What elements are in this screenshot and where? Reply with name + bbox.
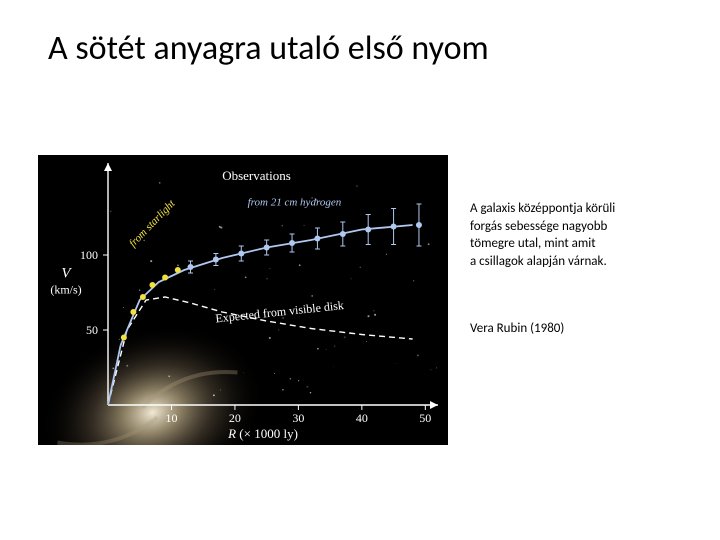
p1-line3: tömegre utal, mint amit — [470, 236, 596, 251]
svg-text:10: 10 — [165, 411, 177, 425]
p1-line1: A galaxis középpontja körüli — [470, 201, 615, 216]
svg-text:50: 50 — [86, 323, 98, 337]
rotation-curve-chart: 10 20 30 40 50 50 100 V(km/s) R (× 1000 ly) Obser… — [38, 155, 448, 445]
svg-text:(km/s): (km/s) — [50, 283, 81, 297]
svg-text:20: 20 — [229, 411, 241, 425]
side-paragraph-2: Vera Rubin (1980) — [470, 320, 710, 338]
svg-text:50: 50 — [419, 411, 431, 425]
slide-title: A sötét anyagra utaló első nyom — [48, 28, 489, 69]
svg-text:from starlight: from starlight — [127, 197, 178, 249]
svg-text:100: 100 — [80, 248, 98, 262]
svg-text:30: 30 — [292, 411, 304, 425]
svg-text:Observations: Observations — [222, 168, 291, 183]
svg-text:40: 40 — [356, 411, 368, 425]
p1-line2: forgás sebessége nagyobb — [470, 219, 607, 234]
svg-text:from 21 cm hydrogen: from 21 cm hydrogen — [248, 197, 342, 209]
chart-svg: 10 20 30 40 50 50 100 V(km/s) R (× 1000 ly) Obser… — [38, 155, 448, 445]
svg-text:R (× 1000 ly): R (× 1000 ly) — [227, 426, 298, 441]
side-paragraph-1: A galaxis középpontja körüli forgás sebe… — [470, 200, 710, 270]
svg-text:V: V — [61, 266, 72, 282]
p1-line4: a csillagok alapján várnak. — [470, 254, 607, 269]
svg-text:Expected from visible disk: Expected from visible disk — [215, 298, 345, 325]
